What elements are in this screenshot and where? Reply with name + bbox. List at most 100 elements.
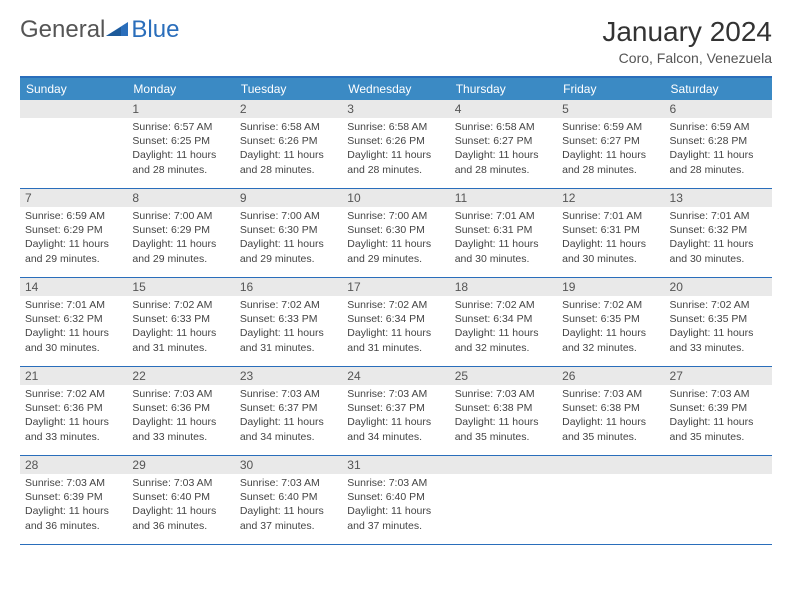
- day-cell: [450, 456, 557, 544]
- sunset-line: Sunset: 6:37 PM: [240, 401, 337, 415]
- week-row: 1Sunrise: 6:57 AMSunset: 6:25 PMDaylight…: [20, 100, 772, 189]
- day-number: 28: [20, 456, 127, 474]
- day-info: Sunrise: 7:01 AMSunset: 6:32 PMDaylight:…: [20, 296, 127, 359]
- day-number: 18: [450, 278, 557, 296]
- day-cell: 30Sunrise: 7:03 AMSunset: 6:40 PMDayligh…: [235, 456, 342, 544]
- day-info: Sunrise: 7:02 AMSunset: 6:33 PMDaylight:…: [127, 296, 234, 359]
- day-number: 17: [342, 278, 449, 296]
- dow-friday: Friday: [557, 78, 664, 100]
- sunrise-line: Sunrise: 7:02 AM: [25, 387, 122, 401]
- daylight-line: Daylight: 11 hours and 30 minutes.: [670, 237, 767, 265]
- day-number: 19: [557, 278, 664, 296]
- sunrise-line: Sunrise: 7:03 AM: [347, 476, 444, 490]
- day-cell: 13Sunrise: 7:01 AMSunset: 6:32 PMDayligh…: [665, 189, 772, 277]
- day-number: 5: [557, 100, 664, 118]
- empty-day-band: [665, 456, 772, 474]
- daylight-line: Daylight: 11 hours and 28 minutes.: [670, 148, 767, 176]
- day-cell: 10Sunrise: 7:00 AMSunset: 6:30 PMDayligh…: [342, 189, 449, 277]
- day-number: 24: [342, 367, 449, 385]
- sunset-line: Sunset: 6:27 PM: [562, 134, 659, 148]
- title-area: January 2024 Coro, Falcon, Venezuela: [602, 16, 772, 66]
- logo-triangle-icon: [105, 19, 129, 37]
- day-number: 15: [127, 278, 234, 296]
- day-number: 1: [127, 100, 234, 118]
- day-cell: 9Sunrise: 7:00 AMSunset: 6:30 PMDaylight…: [235, 189, 342, 277]
- sunrise-line: Sunrise: 7:03 AM: [455, 387, 552, 401]
- sunrise-line: Sunrise: 7:00 AM: [347, 209, 444, 223]
- day-cell: 8Sunrise: 7:00 AMSunset: 6:29 PMDaylight…: [127, 189, 234, 277]
- week-row: 28Sunrise: 7:03 AMSunset: 6:39 PMDayligh…: [20, 456, 772, 545]
- sunrise-line: Sunrise: 7:02 AM: [670, 298, 767, 312]
- sunset-line: Sunset: 6:36 PM: [132, 401, 229, 415]
- daylight-line: Daylight: 11 hours and 32 minutes.: [562, 326, 659, 354]
- sunrise-line: Sunrise: 6:58 AM: [455, 120, 552, 134]
- day-number: 25: [450, 367, 557, 385]
- daylight-line: Daylight: 11 hours and 30 minutes.: [25, 326, 122, 354]
- sunset-line: Sunset: 6:38 PM: [562, 401, 659, 415]
- day-number: 29: [127, 456, 234, 474]
- day-cell: 22Sunrise: 7:03 AMSunset: 6:36 PMDayligh…: [127, 367, 234, 455]
- day-info: Sunrise: 7:02 AMSunset: 6:34 PMDaylight:…: [342, 296, 449, 359]
- logo: General Blue: [20, 16, 179, 44]
- day-number: 12: [557, 189, 664, 207]
- sunrise-line: Sunrise: 7:03 AM: [132, 476, 229, 490]
- sunset-line: Sunset: 6:32 PM: [25, 312, 122, 326]
- sunrise-line: Sunrise: 7:01 AM: [455, 209, 552, 223]
- daylight-line: Daylight: 11 hours and 35 minutes.: [670, 415, 767, 443]
- day-number: 8: [127, 189, 234, 207]
- day-cell: 16Sunrise: 7:02 AMSunset: 6:33 PMDayligh…: [235, 278, 342, 366]
- daylight-line: Daylight: 11 hours and 28 minutes.: [562, 148, 659, 176]
- day-cell: 5Sunrise: 6:59 AMSunset: 6:27 PMDaylight…: [557, 100, 664, 188]
- sunrise-line: Sunrise: 6:58 AM: [347, 120, 444, 134]
- daylight-line: Daylight: 11 hours and 31 minutes.: [347, 326, 444, 354]
- day-info: Sunrise: 6:59 AMSunset: 6:28 PMDaylight:…: [665, 118, 772, 181]
- day-number: 27: [665, 367, 772, 385]
- daylight-line: Daylight: 11 hours and 31 minutes.: [240, 326, 337, 354]
- sunrise-line: Sunrise: 7:03 AM: [670, 387, 767, 401]
- sunset-line: Sunset: 6:35 PM: [562, 312, 659, 326]
- day-cell: 19Sunrise: 7:02 AMSunset: 6:35 PMDayligh…: [557, 278, 664, 366]
- day-number: 11: [450, 189, 557, 207]
- day-cell: 18Sunrise: 7:02 AMSunset: 6:34 PMDayligh…: [450, 278, 557, 366]
- daylight-line: Daylight: 11 hours and 33 minutes.: [132, 415, 229, 443]
- day-info: Sunrise: 7:02 AMSunset: 6:35 PMDaylight:…: [557, 296, 664, 359]
- day-info: Sunrise: 6:58 AMSunset: 6:27 PMDaylight:…: [450, 118, 557, 181]
- daylight-line: Daylight: 11 hours and 29 minutes.: [240, 237, 337, 265]
- sunrise-line: Sunrise: 6:57 AM: [132, 120, 229, 134]
- day-cell: [665, 456, 772, 544]
- daylight-line: Daylight: 11 hours and 29 minutes.: [132, 237, 229, 265]
- dow-saturday: Saturday: [665, 78, 772, 100]
- daylight-line: Daylight: 11 hours and 33 minutes.: [25, 415, 122, 443]
- day-info: Sunrise: 7:02 AMSunset: 6:35 PMDaylight:…: [665, 296, 772, 359]
- day-info: Sunrise: 7:00 AMSunset: 6:30 PMDaylight:…: [342, 207, 449, 270]
- day-info: Sunrise: 7:03 AMSunset: 6:40 PMDaylight:…: [235, 474, 342, 537]
- daylight-line: Daylight: 11 hours and 29 minutes.: [347, 237, 444, 265]
- daylight-line: Daylight: 11 hours and 37 minutes.: [347, 504, 444, 532]
- daylight-line: Daylight: 11 hours and 36 minutes.: [25, 504, 122, 532]
- sunset-line: Sunset: 6:31 PM: [455, 223, 552, 237]
- sunset-line: Sunset: 6:37 PM: [347, 401, 444, 415]
- daylight-line: Daylight: 11 hours and 35 minutes.: [562, 415, 659, 443]
- day-cell: 12Sunrise: 7:01 AMSunset: 6:31 PMDayligh…: [557, 189, 664, 277]
- day-info: Sunrise: 7:00 AMSunset: 6:29 PMDaylight:…: [127, 207, 234, 270]
- day-info: Sunrise: 7:03 AMSunset: 6:39 PMDaylight:…: [665, 385, 772, 448]
- sunset-line: Sunset: 6:27 PM: [455, 134, 552, 148]
- day-cell: 7Sunrise: 6:59 AMSunset: 6:29 PMDaylight…: [20, 189, 127, 277]
- sunset-line: Sunset: 6:33 PM: [240, 312, 337, 326]
- week-row: 14Sunrise: 7:01 AMSunset: 6:32 PMDayligh…: [20, 278, 772, 367]
- sunset-line: Sunset: 6:39 PM: [670, 401, 767, 415]
- day-info: Sunrise: 7:03 AMSunset: 6:36 PMDaylight:…: [127, 385, 234, 448]
- day-info: Sunrise: 7:01 AMSunset: 6:31 PMDaylight:…: [557, 207, 664, 270]
- day-cell: 4Sunrise: 6:58 AMSunset: 6:27 PMDaylight…: [450, 100, 557, 188]
- day-number: 22: [127, 367, 234, 385]
- day-info: Sunrise: 6:59 AMSunset: 6:29 PMDaylight:…: [20, 207, 127, 270]
- sunset-line: Sunset: 6:34 PM: [455, 312, 552, 326]
- header: General Blue January 2024 Coro, Falcon, …: [20, 16, 772, 66]
- day-cell: 24Sunrise: 7:03 AMSunset: 6:37 PMDayligh…: [342, 367, 449, 455]
- sunrise-line: Sunrise: 7:03 AM: [240, 476, 337, 490]
- day-cell: [20, 100, 127, 188]
- day-info: Sunrise: 6:59 AMSunset: 6:27 PMDaylight:…: [557, 118, 664, 181]
- day-cell: 31Sunrise: 7:03 AMSunset: 6:40 PMDayligh…: [342, 456, 449, 544]
- day-cell: 1Sunrise: 6:57 AMSunset: 6:25 PMDaylight…: [127, 100, 234, 188]
- sunset-line: Sunset: 6:26 PM: [240, 134, 337, 148]
